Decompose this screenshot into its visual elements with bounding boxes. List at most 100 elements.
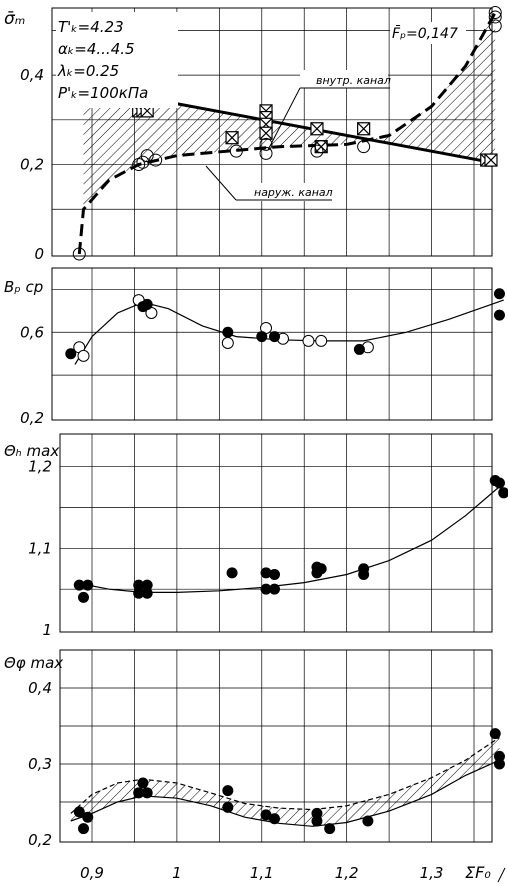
theta-phi-point xyxy=(133,787,145,799)
theta-h-panel: 1 1,1 1,2 Θₕ max xyxy=(4,433,508,639)
theta-phi-y-ticks: 0,2 0,3 0,4 xyxy=(28,679,52,849)
outer-channel-point xyxy=(229,144,243,158)
b-open-point xyxy=(302,334,315,347)
theta-h-plot-frame xyxy=(59,433,493,633)
sigma-param-alpha: αₖ=4...4.5 xyxy=(58,40,135,58)
sigma-param-pressure: P'ₖ=100кПа xyxy=(58,84,148,102)
theta-phi-point xyxy=(269,813,281,825)
theta-phi-point xyxy=(141,787,153,799)
outer-channel-point xyxy=(357,140,371,154)
inner-channel-point-cross xyxy=(357,122,371,136)
inner-channel-point-cross xyxy=(225,131,239,145)
b-markers xyxy=(65,288,505,362)
sigma-y-axis-label: σ̄ₘ xyxy=(4,9,25,29)
theta-phi-point xyxy=(324,823,336,835)
sigma-area-annotation: F̄ₚ=0,147 xyxy=(392,24,458,42)
b-y-axis-label: Bₚ ср xyxy=(4,278,43,296)
theta-h-point xyxy=(311,567,323,579)
x-tick-label: 1,1 xyxy=(250,864,274,882)
b-filled-point xyxy=(493,288,505,300)
theta-phi-band-upper xyxy=(70,736,500,814)
theta-h-point xyxy=(260,567,272,579)
sigma-y-ticks: 0 0,2 0,4 xyxy=(20,66,44,263)
b-filled-point xyxy=(141,298,153,310)
theta-h-point xyxy=(358,568,370,580)
legend-inner-channel-label: внутр. канал xyxy=(316,74,391,87)
x-axis-label: ΣF₀ xyxy=(465,863,491,882)
b-fit-line xyxy=(74,299,504,365)
inner-channel-point xyxy=(259,126,273,140)
theta-phi-point xyxy=(311,807,323,819)
sigma-param-temperature: T'ₖ=4.23 xyxy=(58,18,124,36)
x-tick-label: 1,2 xyxy=(335,864,359,882)
theta-phi-point xyxy=(362,815,374,827)
y-tick-label: 0,2 xyxy=(20,409,44,427)
legend-inner-channel-leader xyxy=(267,87,301,151)
outer-channel-fit-line xyxy=(77,11,497,255)
y-tick-label: 0,4 xyxy=(28,679,52,697)
outer-channel-point xyxy=(314,140,328,154)
theta-h-y-axis-label: Θₕ max xyxy=(4,442,59,460)
b-filled-point xyxy=(222,326,234,338)
y-tick-label: 0,4 xyxy=(20,66,44,84)
outer-channel-point xyxy=(149,153,163,167)
legend-outer-channel-leader xyxy=(205,165,237,201)
b-fit-curve xyxy=(74,299,504,365)
sigma-panel: 0 0,2 0,4 σ̄ₘ T'ₖ=4.23 αₖ=4...4.5 λₖ=0.25 … xyxy=(4,5,502,263)
b-panel: 0,2 0,6 Bₚ ср xyxy=(4,267,505,427)
legend-inner-channel-background xyxy=(300,70,388,88)
y-tick-label: 0,3 xyxy=(28,755,52,773)
theta-phi-hatched-band xyxy=(70,736,500,827)
y-tick-label: 0,6 xyxy=(20,323,44,341)
y-tick-label: 1,1 xyxy=(28,539,52,557)
b-filled-point xyxy=(353,343,365,355)
x-tick-label: 0,9 xyxy=(80,864,104,882)
theta-phi-band-fill xyxy=(70,737,500,827)
b-open-point xyxy=(77,349,90,362)
theta-phi-point xyxy=(493,758,505,770)
theta-phi-point xyxy=(489,728,501,740)
outer-channel-point xyxy=(488,10,502,24)
theta-phi-point xyxy=(137,777,149,789)
b-filled-point xyxy=(493,309,505,321)
outer-channel-point xyxy=(310,144,324,158)
theta-h-point xyxy=(493,477,505,489)
inner-channel-point xyxy=(310,122,324,136)
theta-h-point xyxy=(133,587,145,599)
theta-h-markers xyxy=(73,475,508,603)
b-filled-point xyxy=(65,348,77,360)
legend-outer-channel-background xyxy=(236,183,330,201)
theta-h-point xyxy=(269,583,281,595)
outer-channel-point xyxy=(72,247,86,261)
inner-channel-point-cross xyxy=(484,153,498,167)
sigma-parameter-block: T'ₖ=4.23 αₖ=4...4.5 λₖ=0.25 P'ₖ=100кПа xyxy=(56,12,178,108)
outer-channel-point xyxy=(259,137,273,151)
legend-outer-channel-label: наруж. канал xyxy=(254,186,333,199)
theta-phi-panel: 0,2 0,3 0,4 0,9 1 1,1 1,2 1,3 Θφ max ΣF₀ xyxy=(4,649,506,883)
theta-h-point xyxy=(226,567,238,579)
theta-phi-point xyxy=(78,823,90,835)
theta-h-point xyxy=(269,568,281,580)
y-tick-label: 0,2 xyxy=(20,156,44,174)
theta-h-point xyxy=(141,579,153,591)
y-tick-label: 0,2 xyxy=(28,831,52,849)
sigma-param-lambda: λₖ=0.25 xyxy=(57,62,119,80)
theta-phi-point xyxy=(222,801,234,813)
theta-h-point xyxy=(78,591,90,603)
y-tick-label: 0 xyxy=(34,245,44,263)
inner-channel-point xyxy=(225,131,239,145)
theta-h-point xyxy=(260,583,272,595)
x-tick-label: 1,3 xyxy=(420,864,444,882)
theta-phi-point xyxy=(73,806,85,818)
b-open-point xyxy=(221,337,234,349)
theta-phi-band-lower xyxy=(70,759,500,827)
theta-phi-point xyxy=(260,809,272,821)
theta-h-y-ticks: 1 1,1 1,2 xyxy=(28,458,52,639)
outer-channel-point xyxy=(140,149,154,163)
theta-phi-point xyxy=(82,811,94,823)
theta-phi-point xyxy=(311,815,323,827)
theta-phi-grid xyxy=(60,650,492,842)
theta-phi-point xyxy=(222,785,234,797)
inner-channel-point xyxy=(357,122,371,136)
